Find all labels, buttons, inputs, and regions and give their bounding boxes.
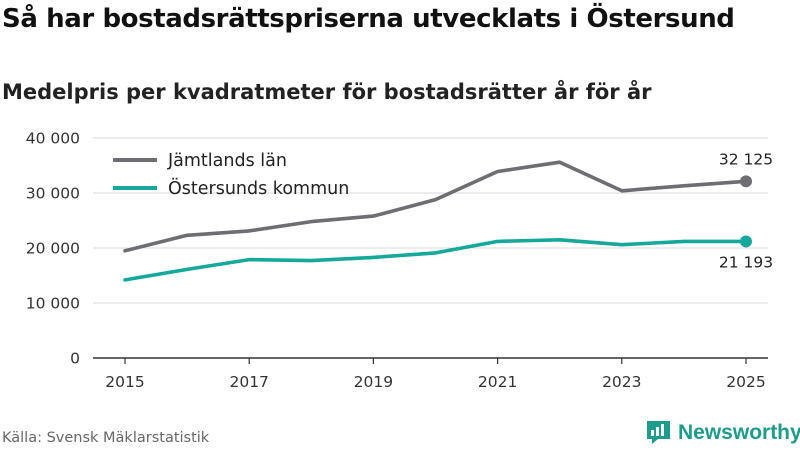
chart-subtitle: Medelpris per kvadratmeter för bostadsrä… (2, 80, 652, 104)
brand-logo: Newsworthy (645, 419, 800, 446)
source-note: Källa: Svensk Mäklarstatistik (2, 430, 210, 446)
x-tick-label: 2015 (105, 373, 144, 391)
x-tick-label: 2025 (726, 373, 765, 391)
legend-label: Östersunds kommun (168, 177, 349, 199)
y-tick-label: 30 000 (26, 185, 80, 203)
y-tick-label: 20 000 (26, 240, 80, 258)
y-tick-label: 40 000 (26, 130, 80, 148)
y-tick-label: 10 000 (26, 295, 80, 313)
series-endpoint-1 (740, 235, 752, 248)
series-line-1 (123, 238, 748, 282)
brand-name: Newsworthy (678, 420, 800, 444)
chart-title: Så har bostadsrättspriserna utvecklats i… (2, 4, 735, 34)
x-tick-label: 2021 (478, 373, 517, 391)
series-endpoint-0 (740, 175, 752, 188)
x-tick-label: 2019 (354, 373, 393, 391)
series-line-0 (123, 160, 748, 253)
x-tick-label: 2023 (602, 373, 641, 391)
x-tick-label: 2017 (229, 373, 268, 391)
legend-label: Jämtlands län (167, 151, 287, 171)
data-label: 21 193 (719, 253, 773, 271)
y-tick-label: 0 (70, 350, 80, 368)
newsworthy-logo-icon (647, 421, 670, 444)
data-label: 32 125 (719, 150, 773, 168)
